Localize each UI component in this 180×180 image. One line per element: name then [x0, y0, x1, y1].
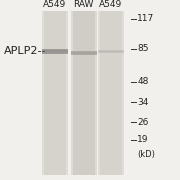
Bar — [66, 11, 68, 175]
Bar — [122, 11, 124, 175]
Text: APLP2--: APLP2-- — [4, 46, 46, 56]
Text: RAW: RAW — [73, 0, 94, 9]
Bar — [98, 50, 124, 53]
Bar — [98, 11, 124, 175]
Text: 48: 48 — [137, 77, 148, 86]
Bar — [42, 50, 68, 52]
Text: 117: 117 — [137, 14, 154, 23]
Text: 34: 34 — [137, 98, 148, 107]
Bar — [95, 11, 97, 175]
Bar — [42, 11, 68, 175]
Text: 85: 85 — [137, 44, 149, 53]
Bar — [71, 11, 73, 175]
Text: 19: 19 — [137, 135, 149, 144]
Text: 26: 26 — [137, 118, 148, 127]
Text: (kD): (kD) — [137, 150, 155, 159]
Bar — [71, 52, 97, 54]
Bar — [42, 11, 44, 175]
Text: A549: A549 — [99, 0, 122, 9]
Bar — [98, 11, 100, 175]
Bar — [71, 11, 97, 175]
Bar — [42, 49, 68, 54]
Text: A549: A549 — [43, 0, 67, 9]
Bar — [98, 51, 124, 52]
Bar — [71, 51, 97, 55]
